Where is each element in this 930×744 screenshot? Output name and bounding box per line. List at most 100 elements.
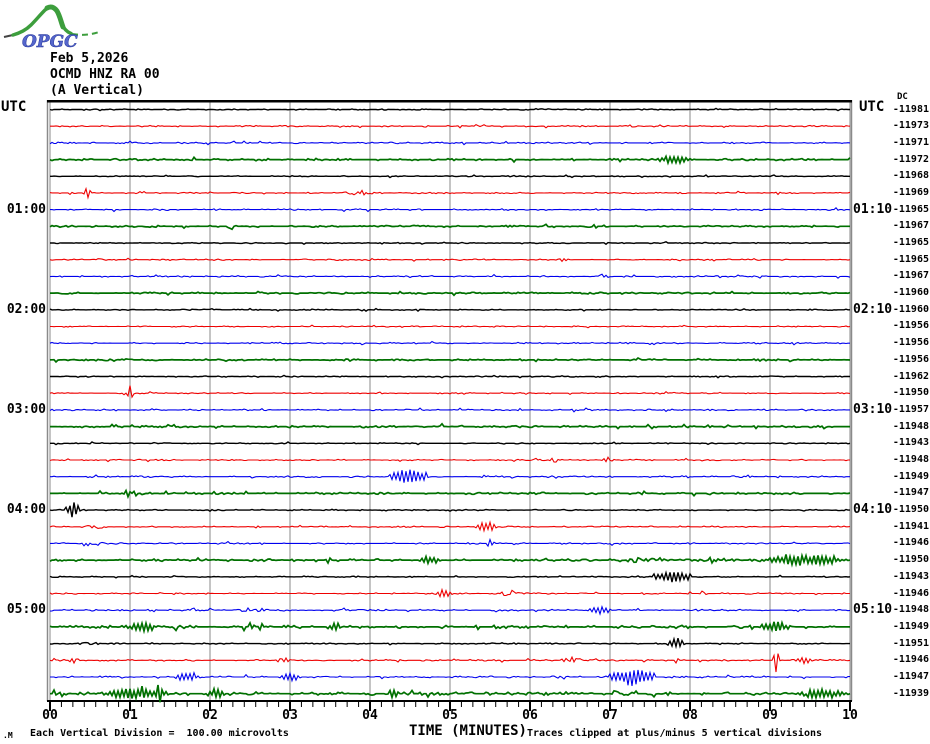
dc-value: -11948 — [892, 454, 929, 465]
dc-value: -11962 — [892, 371, 929, 382]
x-tick-label: 02 — [202, 708, 218, 723]
clip-note: Traces clipped at plus/minus 5 vertical … — [527, 728, 823, 739]
seismic-trace-05:30 — [49, 653, 851, 673]
dc-value: -11946 — [892, 537, 929, 548]
dc-value: -11965 — [892, 204, 929, 215]
dc-value: -11971 — [892, 137, 929, 148]
logo-peak-stroke — [44, 4, 66, 30]
seismic-trace-00:30 — [49, 154, 851, 166]
dc-value: -11949 — [892, 471, 929, 482]
x-tick-label: 01 — [122, 708, 138, 723]
dc-value: -11960 — [892, 287, 929, 298]
dc-value: -11946 — [892, 588, 929, 599]
seismic-trace-02:30 — [49, 356, 851, 364]
dc-value: -11949 — [892, 621, 929, 632]
dc-value: -11956 — [892, 354, 929, 365]
dc-value: -11948 — [892, 604, 929, 615]
dc-value: -11947 — [892, 671, 929, 682]
utc-hour-label-right: 05:10 — [853, 602, 893, 617]
seismic-trace-00:00 — [49, 107, 850, 112]
plot-top-border — [47, 100, 852, 103]
seismic-trace-01:20 — [50, 241, 851, 246]
dc-value: -11943 — [892, 437, 929, 448]
seismic-trace-02:10 — [50, 324, 851, 329]
seismic-trace-05:10 — [49, 619, 850, 635]
seismic-trace-01:50 — [50, 290, 851, 297]
utc-hour-label-right: 03:10 — [853, 402, 893, 417]
x-tick-label: 00 — [42, 708, 58, 723]
dc-value: -11973 — [892, 120, 929, 131]
dc-value: -11965 — [892, 254, 929, 265]
seismic-trace-04:40 — [49, 570, 851, 583]
utc-hour-label-left: 03:00 — [6, 402, 46, 417]
dc-value: -11946 — [892, 654, 929, 665]
seismic-trace-01:30 — [49, 257, 851, 263]
time-axis-label: TIME (MINUTES) — [408, 723, 527, 739]
opgc-logo: OPGC — [3, 4, 100, 52]
x-tick-label: 03 — [282, 708, 298, 723]
dc-value: -11956 — [892, 320, 929, 331]
seismic-trace-03:10 — [50, 422, 850, 430]
dc-value: -11951 — [892, 638, 929, 649]
utc-hour-label-left: 05:00 — [6, 602, 46, 617]
seismic-trace-04:30 — [49, 552, 851, 568]
x-tick-label: 08 — [682, 708, 698, 723]
utc-label-right: UTC — [859, 99, 885, 115]
seismic-trace-02:00 — [49, 307, 850, 313]
x-tick-label: 09 — [762, 708, 778, 723]
dc-value: -11957 — [892, 404, 929, 415]
seismic-trace-03:50 — [50, 488, 851, 500]
x-tick-label: 05 — [442, 708, 458, 723]
header-station: OCMD HNZ RA 00 — [50, 67, 160, 82]
plot-bottom-border — [47, 700, 852, 702]
seismic-trace-05:00 — [49, 605, 851, 616]
seismic-trace-03:40 — [50, 469, 850, 483]
dc-value: -11941 — [892, 521, 929, 532]
seismic-trace-01:10 — [49, 223, 850, 231]
utc-hour-label-right: 02:10 — [853, 302, 893, 317]
seismic-trace-02:40 — [50, 374, 850, 379]
seismic-trace-04:50 — [49, 587, 850, 599]
scale-note: Each Vertical Division = 100.00 microvol… — [30, 728, 289, 739]
dc-column-label: DC — [897, 92, 908, 102]
dc-value: -11950 — [892, 504, 929, 515]
seismic-trace-03:30 — [49, 456, 850, 463]
corner-mark: .M — [3, 731, 13, 740]
dc-value: -11956 — [892, 337, 929, 348]
utc-hour-label-left: 02:00 — [6, 302, 46, 317]
seismic-trace-00:20 — [49, 140, 851, 146]
seismic-trace-03:20 — [50, 441, 851, 446]
dc-value: -11965 — [892, 237, 929, 248]
seismic-trace-02:20 — [49, 340, 850, 346]
seismic-trace-04:10 — [49, 520, 851, 533]
logo-right-dash — [71, 31, 100, 36]
seismic-trace-05:20 — [49, 636, 850, 650]
dc-value: -11947 — [892, 487, 929, 498]
dc-value: -11967 — [892, 220, 929, 231]
seismic-trace-01:00 — [50, 207, 851, 213]
utc-hour-label-right: 04:10 — [853, 502, 893, 517]
seismic-trace-04:20 — [50, 537, 851, 548]
seismic-trace-02:50 — [49, 385, 851, 399]
header-component: (A Vertical) — [50, 83, 144, 98]
logo-text: OPGC — [22, 32, 78, 52]
dc-value: -11950 — [892, 387, 929, 398]
dc-value: -11943 — [892, 571, 929, 582]
seismic-trace-05:50 — [50, 684, 851, 703]
seismic-trace-03:00 — [49, 407, 850, 413]
seismic-trace-04:00 — [49, 502, 850, 518]
dc-value: -11972 — [892, 154, 929, 165]
utc-hour-label-left: 01:00 — [6, 202, 46, 217]
x-tick-label: 07 — [602, 708, 618, 723]
dc-value: -11960 — [892, 304, 929, 315]
utc-label-left: UTC — [1, 99, 27, 115]
dc-value: -11981 — [892, 104, 929, 115]
seismic-trace-01:40 — [49, 273, 851, 279]
dc-value: -11969 — [892, 187, 929, 198]
dc-value: -11939 — [892, 688, 929, 699]
dc-value: -11950 — [892, 554, 929, 565]
x-tick-label: 04 — [362, 708, 378, 723]
x-tick-label: 06 — [522, 708, 538, 723]
seismic-trace-00:40 — [50, 174, 850, 179]
